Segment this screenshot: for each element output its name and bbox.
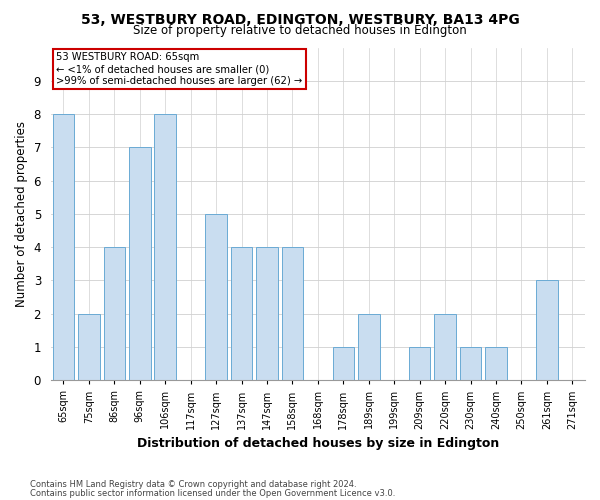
Bar: [536, 280, 557, 380]
Bar: [53, 114, 74, 380]
Bar: [256, 247, 278, 380]
Text: 53 WESTBURY ROAD: 65sqm
← <1% of detached houses are smaller (0)
>99% of semi-de: 53 WESTBURY ROAD: 65sqm ← <1% of detache…: [56, 52, 302, 86]
Bar: [409, 347, 430, 380]
Bar: [281, 247, 303, 380]
Bar: [460, 347, 481, 380]
Bar: [231, 247, 253, 380]
Bar: [129, 148, 151, 380]
Y-axis label: Number of detached properties: Number of detached properties: [15, 121, 28, 307]
Text: Contains HM Land Registry data © Crown copyright and database right 2024.: Contains HM Land Registry data © Crown c…: [30, 480, 356, 489]
X-axis label: Distribution of detached houses by size in Edington: Distribution of detached houses by size …: [137, 437, 499, 450]
Bar: [332, 347, 354, 380]
Text: Contains public sector information licensed under the Open Government Licence v3: Contains public sector information licen…: [30, 489, 395, 498]
Bar: [104, 247, 125, 380]
Bar: [434, 314, 456, 380]
Text: Size of property relative to detached houses in Edington: Size of property relative to detached ho…: [133, 24, 467, 37]
Bar: [485, 347, 507, 380]
Bar: [78, 314, 100, 380]
Text: 53, WESTBURY ROAD, EDINGTON, WESTBURY, BA13 4PG: 53, WESTBURY ROAD, EDINGTON, WESTBURY, B…: [80, 12, 520, 26]
Bar: [358, 314, 380, 380]
Bar: [154, 114, 176, 380]
Bar: [205, 214, 227, 380]
